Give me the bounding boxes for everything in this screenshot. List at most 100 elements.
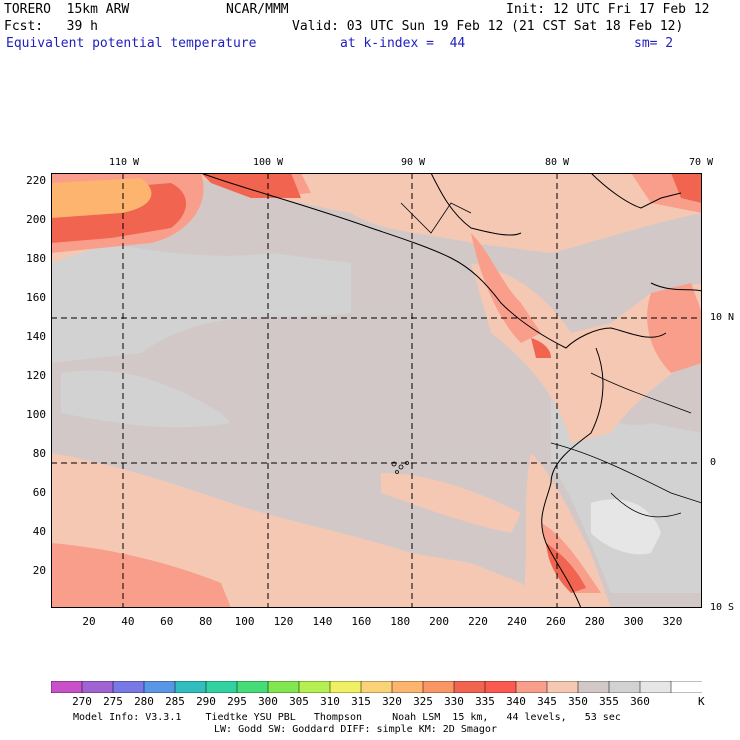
valid-time: Valid: 03 UTC Sun 19 Feb 12 (21 CST Sat …: [292, 19, 684, 34]
salmon-region: [471, 233, 541, 343]
y-tick-label: 20: [32, 564, 46, 577]
x-tick-label: 240: [506, 615, 527, 628]
latitude-label: 0: [710, 457, 717, 468]
country-border: [610, 492, 682, 518]
colorbar-label: 295: [227, 695, 247, 708]
x-tick-label: 180: [390, 615, 411, 628]
pink-region: [471, 263, 702, 443]
physics-info: LW: Godd SW: Goddard DIFF: simple KM: 2D…: [214, 724, 497, 735]
colorbar-label: 315: [351, 695, 371, 708]
model-title: TORERO 15km ARW: [4, 2, 130, 17]
x-tick-label: 140: [312, 615, 333, 628]
colorbar-swatch: [174, 681, 207, 693]
galapagos-islands: [391, 461, 409, 474]
colorbar-swatch: [608, 681, 641, 693]
x-tick-label: 20: [82, 615, 96, 628]
field-name: Equivalent potential temperature: [6, 36, 257, 51]
forecast-hour: Fcst: 39 h: [4, 19, 98, 34]
x-tick-label: 60: [160, 615, 174, 628]
coastline: [430, 173, 522, 236]
colorbar-swatch: [298, 681, 331, 693]
map-frame: [51, 173, 702, 608]
colorbar-swatch: [267, 681, 300, 693]
country-border: [400, 202, 472, 234]
center-label: NCAR/MMM: [226, 2, 289, 17]
x-tick-label: 280: [584, 615, 605, 628]
smoothing-label: sm= 2: [634, 36, 674, 51]
coastline: [200, 173, 667, 349]
colorbar-swatch: [391, 681, 424, 693]
y-tick-label: 80: [32, 447, 46, 460]
y-tick-label: 140: [26, 330, 46, 343]
y-tick-label: 220: [26, 174, 46, 187]
coastline: [541, 347, 604, 608]
colorbar-label: 360: [630, 695, 650, 708]
colorbar-label: 330: [444, 695, 464, 708]
coastline: [590, 173, 682, 209]
colorbar-swatch: [639, 681, 672, 693]
longitude-label: 80 W: [544, 157, 570, 168]
colorbar-label: 290: [196, 695, 216, 708]
gray-region: [61, 370, 231, 428]
x-tick-label: 80: [199, 615, 213, 628]
y-tick-label: 180: [26, 252, 46, 265]
red-region: [671, 173, 702, 203]
x-tick-label: 120: [273, 615, 294, 628]
y-tick-label: 160: [26, 291, 46, 304]
salmon-region: [647, 283, 702, 373]
x-tick-label: 200: [429, 615, 450, 628]
colorbar-label: 285: [165, 695, 185, 708]
colorbar: [51, 681, 702, 693]
x-tick-label: 260: [545, 615, 566, 628]
salmon-region: [541, 523, 601, 593]
colorbar-label: 320: [382, 695, 402, 708]
lat-lon-grid: [51, 173, 702, 608]
country-border: [550, 442, 702, 504]
colorbar-unit: K: [698, 695, 705, 708]
x-tick-label: 220: [468, 615, 488, 628]
colorbar-swatch: [422, 681, 455, 693]
colorbar-label: 280: [134, 695, 154, 708]
x-tick-label: 160: [351, 615, 372, 628]
colorbar-swatch: [360, 681, 393, 693]
colorbar-swatch: [453, 681, 486, 693]
colorbar-label: 275: [103, 695, 123, 708]
colorbar-label: 300: [258, 695, 278, 708]
light-gray-region: [591, 499, 661, 555]
colorbar-swatch: [670, 681, 702, 693]
y-tick-label: 40: [32, 525, 46, 538]
colorbar-swatch: [51, 681, 83, 693]
colorbar-label: 335: [475, 695, 495, 708]
x-tick-label: 40: [121, 615, 135, 628]
gray-region: [51, 233, 351, 363]
red-region: [201, 173, 301, 198]
colorbar-swatch: [143, 681, 176, 693]
orange-region: [51, 178, 152, 218]
pink-region: [51, 173, 702, 263]
coastline: [650, 282, 702, 292]
longitude-label: 110 W: [108, 157, 140, 168]
salmon-region: [51, 543, 231, 608]
y-tick-label: 120: [26, 369, 46, 382]
pink-region: [381, 473, 521, 533]
colorbar-label: 350: [568, 695, 588, 708]
colorbar-swatch: [546, 681, 579, 693]
colorbar-label: 270: [72, 695, 92, 708]
colorbar-swatch: [81, 681, 114, 693]
level-label: at k-index = 44: [340, 36, 466, 51]
pink-region: [521, 453, 611, 608]
y-tick-label: 100: [26, 408, 46, 421]
y-tick-label: 60: [32, 486, 46, 499]
x-tick-label: 100: [234, 615, 255, 628]
init-time: Init: 12 UTC Fri 17 Feb 12: [506, 2, 710, 17]
model-info: Model Info: V3.3.1 Tiedtke YSU PBL Thomp…: [73, 712, 621, 723]
x-tick-label: 320: [662, 615, 683, 628]
theta-e-map: [51, 173, 702, 608]
latitude-label: 10 N: [710, 312, 735, 323]
longitude-label: 90 W: [400, 157, 426, 168]
colorbar-swatch: [577, 681, 610, 693]
colorbar-label: 345: [537, 695, 557, 708]
colorbar-swatch: [205, 681, 238, 693]
colorbar-swatch: [112, 681, 145, 693]
country-border: [590, 372, 692, 414]
